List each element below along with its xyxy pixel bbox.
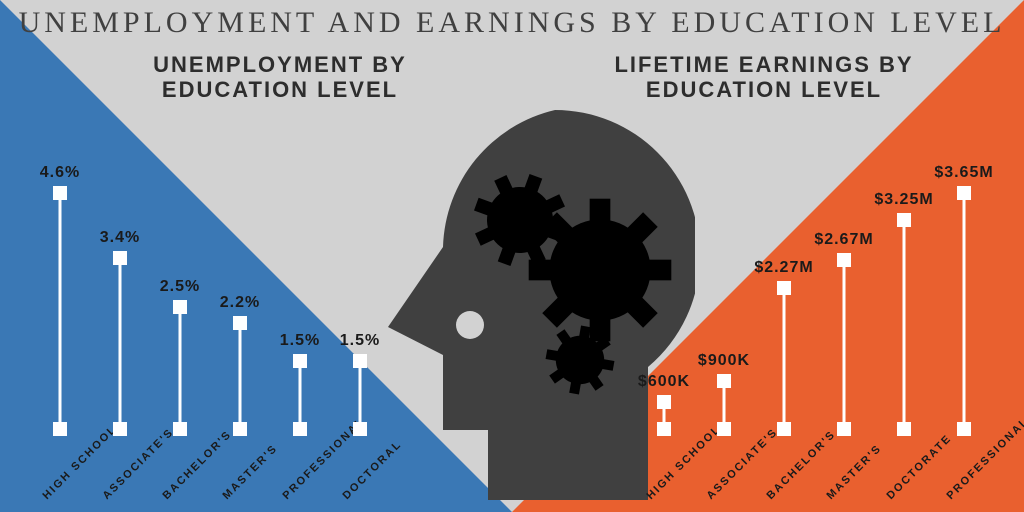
unemployment-bar — [113, 251, 127, 436]
earnings-bar — [957, 186, 971, 436]
unemployment-col: 2.5%BACHELOR'S — [150, 278, 210, 480]
unemployment-bar — [233, 316, 247, 436]
unemployment-value: 2.5% — [160, 278, 200, 296]
unemployment-col: 1.5%DOCTORAL — [330, 332, 390, 480]
earnings-chart: $600KHIGH SCHOOL$900KASSOCIATE'S$2.27MBA… — [634, 120, 994, 480]
earnings-bar — [837, 253, 851, 436]
unemployment-col: 1.5%PROFESSIONAL — [270, 332, 330, 480]
infographic-stage: UNEMPLOYMENT AND EARNINGS BY EDUCATION L… — [0, 0, 1024, 512]
earnings-col: $900KASSOCIATE'S — [694, 352, 754, 480]
unemployment-col: 4.6%HIGH SCHOOL — [30, 164, 90, 480]
earnings-col: $2.27MBACHELOR'S — [754, 259, 814, 480]
earnings-bar — [897, 213, 911, 436]
earnings-bar — [717, 374, 731, 436]
unemployment-bar — [353, 354, 367, 436]
earnings-col: $2.67MMASTER'S — [814, 231, 874, 480]
earnings-value: $2.27M — [754, 259, 813, 277]
earnings-bar — [777, 281, 791, 436]
left-chart-title: UNEMPLOYMENT BY EDUCATION LEVEL — [90, 52, 470, 103]
earnings-value: $600K — [638, 373, 690, 391]
unemployment-value: 3.4% — [100, 229, 140, 247]
earnings-value: $3.65M — [934, 164, 993, 182]
earnings-value: $900K — [698, 352, 750, 370]
page-title: UNEMPLOYMENT AND EARNINGS BY EDUCATION L… — [0, 6, 1024, 40]
earnings-col: $600KHIGH SCHOOL — [634, 373, 694, 480]
unemployment-col: 3.4%ASSOCIATE'S — [90, 229, 150, 480]
unemployment-bar — [53, 186, 67, 436]
unemployment-value: 4.6% — [40, 164, 80, 182]
earnings-value: $2.67M — [814, 231, 873, 249]
earnings-col: $3.65MPROFESSIONAL — [934, 164, 994, 480]
unemployment-value: 2.2% — [220, 294, 260, 312]
earnings-bar — [657, 395, 671, 436]
right-chart-title: LIFETIME EARNINGS BY EDUCATION LEVEL — [574, 52, 954, 103]
earnings-col: $3.25MDOCTORATE — [874, 191, 934, 480]
unemployment-value: 1.5% — [340, 332, 380, 350]
unemployment-value: 1.5% — [280, 332, 320, 350]
unemployment-bar — [173, 300, 187, 436]
unemployment-col: 2.2%MASTER'S — [210, 294, 270, 480]
unemployment-chart: 4.6%HIGH SCHOOL3.4%ASSOCIATE'S2.5%BACHEL… — [30, 120, 390, 480]
earnings-value: $3.25M — [874, 191, 933, 209]
unemployment-bar — [293, 354, 307, 436]
